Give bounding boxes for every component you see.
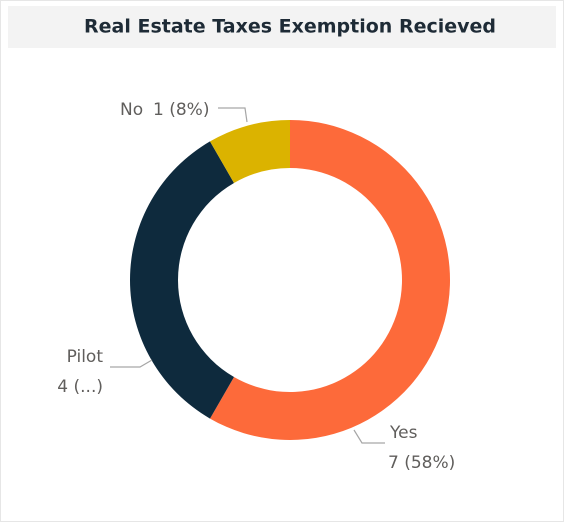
slice-label: Yes (389, 423, 418, 443)
slice-value-label: 1 (8%) (153, 100, 209, 120)
leader-line (218, 107, 248, 123)
chart-title: Real Estate Taxes Exemption Recieved (84, 16, 496, 38)
slice-label: No (120, 100, 143, 120)
slice-value-label: 4 (...) (57, 377, 103, 397)
donut-slice (210, 120, 450, 441)
slice-label: Pilot (67, 347, 104, 367)
slice-value-label: 7 (58%) (388, 453, 455, 473)
donut-slice (210, 120, 290, 184)
leader-line (110, 359, 153, 368)
donut-slice (130, 141, 234, 419)
leader-line (353, 429, 385, 444)
title-bar (8, 6, 556, 48)
